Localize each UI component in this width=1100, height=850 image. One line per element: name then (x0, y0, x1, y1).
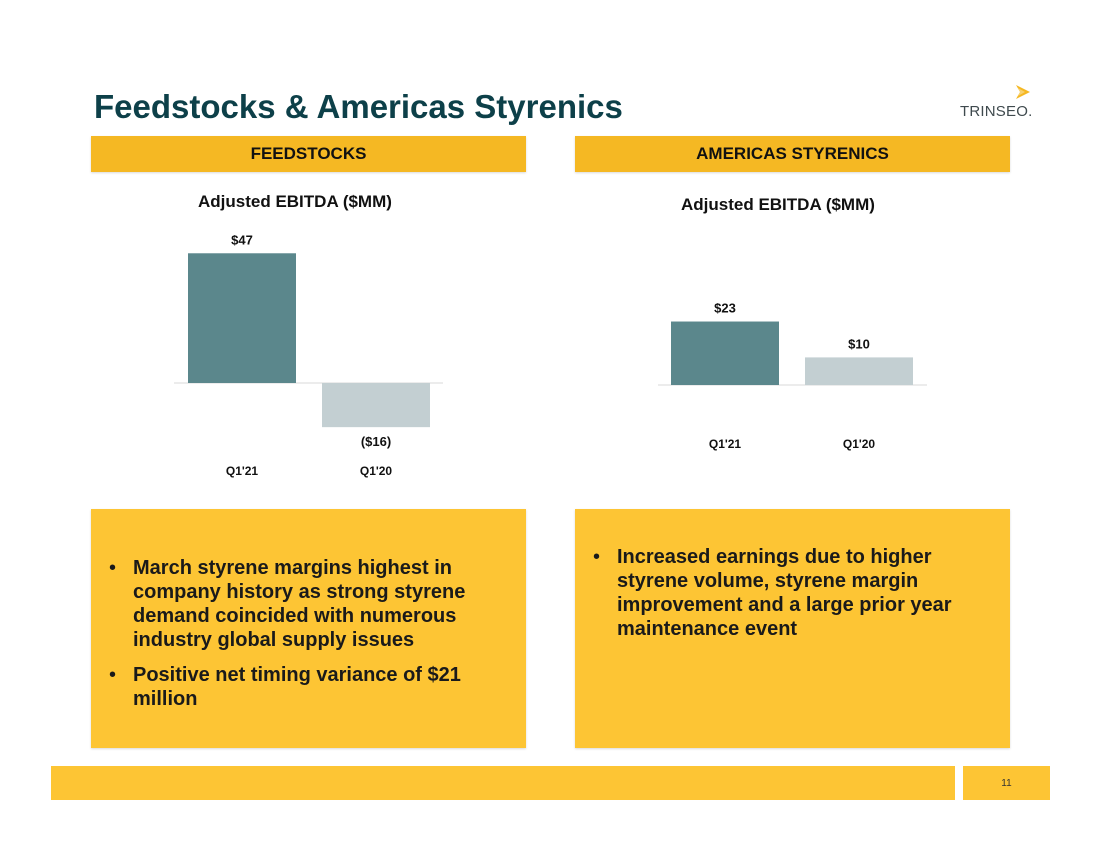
list-item: • Increased earnings due to higher styren… (593, 546, 952, 640)
americas-styrenics-header: AMERICAS STYRENICS (575, 136, 1010, 172)
feedstocks-bar-0 (188, 253, 296, 383)
logo-chevron-icon (1016, 85, 1030, 99)
feedstocks-category-label-0: Q1'21 (226, 464, 259, 478)
bullet-icon: • (109, 557, 117, 579)
americas-chart-title: Adjusted EBITDA ($MM) (681, 195, 875, 214)
feedstocks-category-label-1: Q1'20 (360, 464, 393, 478)
feedstocks-bullet-box: • March styrene margins highest in compan… (91, 509, 526, 748)
bullet-icon: • (593, 546, 601, 568)
ebitda-charts: $47 Q1'21 ($16) Q1'20 $23 Q1'21 $10 Q1'20 (174, 232, 927, 478)
logo-text: TRINSEO. (960, 103, 1033, 120)
list-item: • March styrene margins highest in compan… (109, 557, 466, 651)
feedstocks-value-label-1: ($16) (361, 434, 391, 449)
feedstocks-bullet-list: • March styrene margins highest in compan… (101, 556, 511, 722)
feedstocks-header: FEEDSTOCKS (91, 136, 526, 172)
americas-value-label-1: $10 (848, 336, 870, 351)
americas-bar-0 (671, 321, 779, 385)
trinseo-logo: TRINSEO. (960, 82, 1040, 122)
list-item: • Positive net timing variance of $21 mil… (109, 664, 461, 710)
footer-bar (51, 766, 955, 800)
bullet-icon: • (109, 664, 117, 686)
page-number: 11 (963, 766, 1050, 800)
americas-value-label-0: $23 (714, 301, 736, 316)
page-title: Feedstocks & Americas Styrenics (94, 88, 623, 125)
feedstocks-bar-1 (322, 383, 430, 428)
americas-bar-1 (805, 357, 913, 385)
feedstocks-value-label-0: $47 (231, 232, 253, 247)
americas-category-label-0: Q1'21 (709, 437, 742, 451)
americas-bullet-box: • Increased earnings due to higher styren… (575, 509, 1010, 748)
americas-bullet-list: • Increased earnings due to higher styren… (585, 545, 1000, 652)
feedstocks-chart-title: Adjusted EBITDA ($MM) (198, 192, 392, 211)
americas-category-label-1: Q1'20 (843, 437, 876, 451)
